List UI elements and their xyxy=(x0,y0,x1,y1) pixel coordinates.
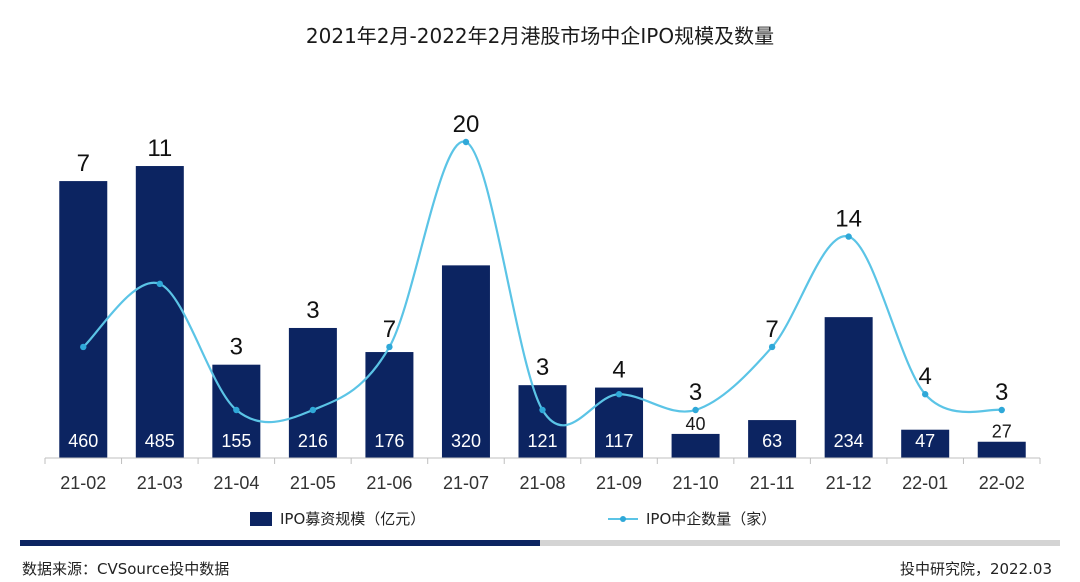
bar-22-01 xyxy=(901,429,950,458)
bar-value-label: 176 xyxy=(374,431,404,451)
bar-21-03 xyxy=(135,166,184,458)
bar-value-label: 121 xyxy=(527,431,557,451)
x-tick-label: 21-12 xyxy=(826,473,872,493)
x-tick-label: 22-02 xyxy=(979,473,1025,493)
combo-chart: 21-02 21-03 21-04 21-05 21-06 21-07 21-08 21-09… xyxy=(44,111,1041,493)
x-tick-label: 21-11 xyxy=(750,473,795,493)
count-label: 3 xyxy=(306,297,319,324)
count-label: 3 xyxy=(230,334,243,361)
bar-value-label: 216 xyxy=(298,431,328,451)
count-label: 11 xyxy=(147,135,172,162)
bar-value-label: 117 xyxy=(605,431,634,451)
count-label: 20 xyxy=(453,111,480,138)
bar-value-label: 47 xyxy=(915,431,935,451)
bar-value-label: 460 xyxy=(68,431,98,451)
x-tick-label: 22-01 xyxy=(902,473,948,493)
x-tick-label: 21-06 xyxy=(366,473,412,493)
x-tick-label: 21-08 xyxy=(519,473,565,493)
count-point-21-05 xyxy=(309,406,317,414)
count-label: 7 xyxy=(383,316,396,343)
x-tick-label: 21-02 xyxy=(60,473,106,493)
count-label: 4 xyxy=(612,357,625,384)
bar-value-label: 40 xyxy=(686,414,706,434)
count-point-21-10 xyxy=(692,406,699,414)
credit-note: 投中研究院，2022.03 xyxy=(899,560,1052,578)
count-point-22-01 xyxy=(921,391,929,398)
progress-fill xyxy=(20,540,540,546)
legend-line-label: IPO中企数量（家） xyxy=(646,510,777,528)
x-tick-label: 21-04 xyxy=(213,473,259,493)
bar-22-02 xyxy=(977,441,1026,458)
legend-line: IPO中企数量（家） xyxy=(608,508,776,529)
source-note: 数据来源：CVSource投中数据 xyxy=(22,560,230,578)
bar-value-label: 63 xyxy=(762,431,782,451)
bar-21-05 xyxy=(288,327,337,458)
count-point-21-07 xyxy=(462,138,470,146)
bar-21-11 xyxy=(748,420,797,458)
x-tick-label: 21-07 xyxy=(443,473,489,493)
chart-title: 2021年2月-2022年2月港股市场中企IPO规模及数量 xyxy=(305,24,775,48)
x-axis: 21-02 21-03 21-04 21-05 21-06 21-07 21-08 21-09… xyxy=(44,457,1041,493)
count-point-21-03 xyxy=(156,280,164,288)
line-layer xyxy=(80,138,1005,427)
count-point-21-12 xyxy=(845,233,852,240)
bar-21-08 xyxy=(518,385,567,458)
legend-line-swatch xyxy=(608,512,638,526)
count-label: 3 xyxy=(536,354,549,381)
count-point-22-02 xyxy=(998,406,1005,414)
count-label: 3 xyxy=(689,379,702,406)
x-tick-label: 21-03 xyxy=(137,473,183,493)
count-point-21-06 xyxy=(386,343,393,351)
bar-value-label: 155 xyxy=(221,431,251,451)
legend-bar-swatch xyxy=(250,511,272,526)
bar-value-label: 27 xyxy=(992,422,1012,442)
count-point-21-09 xyxy=(615,391,623,398)
count-point-21-11 xyxy=(768,343,776,351)
bar-21-02 xyxy=(59,181,108,458)
x-tick-label: 21-05 xyxy=(290,473,336,493)
count-point-21-02 xyxy=(80,343,87,351)
count-label: 14 xyxy=(835,206,862,233)
count-point-21-08 xyxy=(539,406,546,414)
legend-bar-label: IPO募资规模（亿元） xyxy=(280,510,426,528)
legend-bar: IPO募资规模（亿元） xyxy=(250,508,425,529)
x-tick-label: 21-09 xyxy=(596,473,642,493)
bar-value-label: 485 xyxy=(145,431,175,451)
progress-bar xyxy=(20,540,1060,546)
bars-layer xyxy=(59,166,1026,458)
x-tick-label: 21-10 xyxy=(673,473,719,493)
bar-value-label: 320 xyxy=(451,431,481,451)
bar-21-12 xyxy=(824,317,873,458)
count-label: 7 xyxy=(765,316,778,343)
count-label: 3 xyxy=(995,379,1008,406)
bar-21-10 xyxy=(671,433,720,458)
count-point-21-04 xyxy=(233,406,240,414)
count-label: 4 xyxy=(919,363,932,390)
count-label: 7 xyxy=(77,150,90,177)
bar-21-07 xyxy=(441,265,490,458)
bar-value-label: 234 xyxy=(834,431,864,451)
